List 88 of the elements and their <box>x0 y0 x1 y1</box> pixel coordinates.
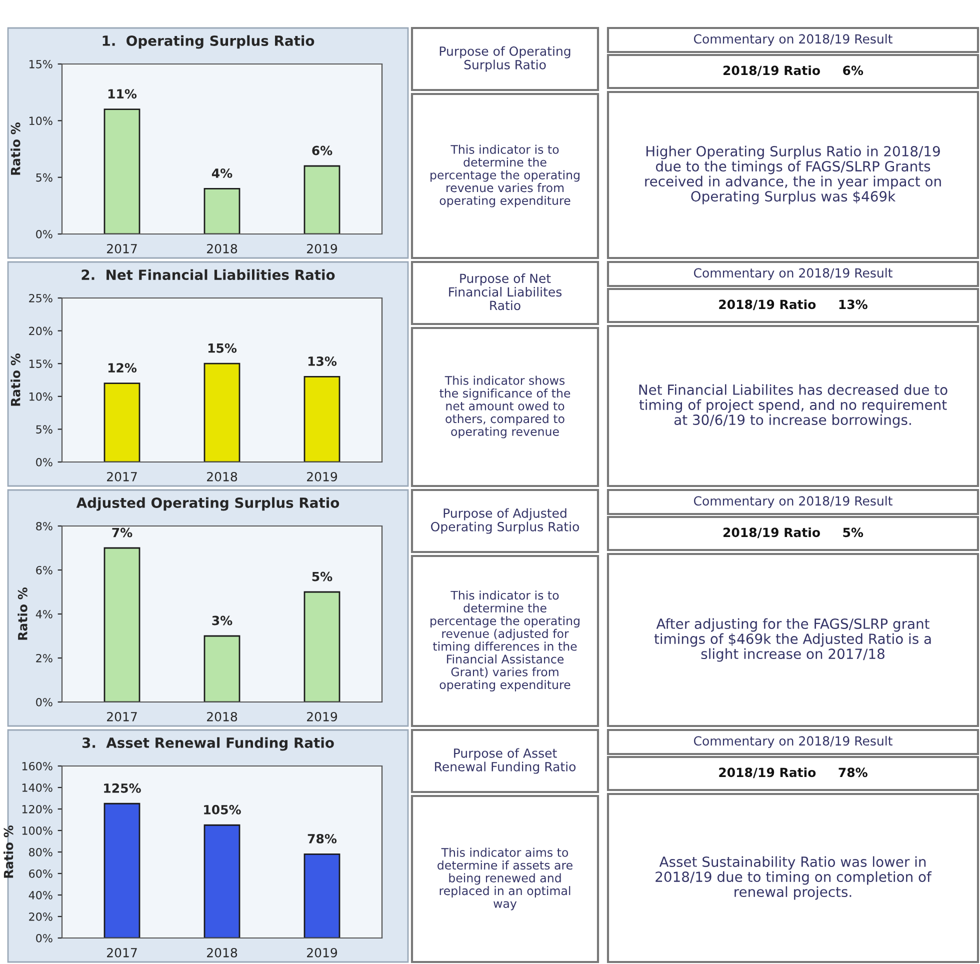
y-tick-label: 0% <box>36 458 52 466</box>
y-tick-label: 0% <box>36 698 52 706</box>
data-label: 15% <box>208 343 237 353</box>
data-label: 125% <box>104 783 141 793</box>
data-label: 105% <box>204 804 241 814</box>
data-label: 4% <box>212 168 232 178</box>
y-tick-label: 40% <box>28 890 52 900</box>
y-tick-label: 80% <box>29 848 52 856</box>
data-label: 5% <box>312 572 332 582</box>
y-axis-title: Ratio % <box>10 122 20 175</box>
x-tick-label: 2019 <box>307 712 338 722</box>
x-tick-label: 2017 <box>107 244 137 254</box>
x-tick-label: 2019 <box>307 244 338 254</box>
x-tick-label: 2017 <box>107 948 137 958</box>
text: Purpose of Operating Surplus Ratio <box>440 46 570 72</box>
data-label: 12% <box>108 363 137 373</box>
x-tick-label: 2018 <box>207 244 238 254</box>
y-tick-label: 140% <box>22 783 52 792</box>
y-tick-label: 20% <box>29 326 52 336</box>
text: Commentary on 2018/19 Result <box>694 268 892 280</box>
text: Commentary on 2018/19 Result <box>694 496 892 508</box>
text: Purpose of Adjusted Operating Surplus Ratio <box>431 508 579 534</box>
x-tick-label: 2019 <box>307 472 338 482</box>
x-tick-label: 2019 <box>307 948 338 958</box>
text: After adjusting for the FAGS/SLRP grant timings of $469k the Adjusted Ratio is a slight increase on 2017/18 <box>654 618 931 662</box>
bar <box>104 382 140 462</box>
text: 2018/19 Ratio 78% <box>719 767 868 778</box>
y-tick-label: 60% <box>29 869 52 878</box>
y-tick-label: 25% <box>29 294 52 302</box>
y-tick-label: 4% <box>36 610 52 618</box>
text: Commentary on 2018/19 Result <box>694 34 892 46</box>
y-tick-label: 0% <box>36 230 52 238</box>
y-tick-label: 15% <box>29 60 52 68</box>
bar <box>204 362 240 462</box>
chart-title: 2. Net Financial Liabilities Ratio <box>82 269 335 280</box>
y-tick-label: 160% <box>22 762 52 770</box>
data-label: 11% <box>108 89 137 99</box>
x-tick-label: 2018 <box>207 712 238 722</box>
bar <box>204 188 240 234</box>
text: 2018/19 Ratio 13% <box>719 299 868 310</box>
y-tick-label: 8% <box>36 522 52 530</box>
x-tick-label: 2018 <box>207 472 238 482</box>
text: Purpose of Asset Renewal Funding Ratio <box>435 748 576 774</box>
y-tick-label: 10% <box>29 116 52 126</box>
x-tick-label: 2018 <box>207 948 238 958</box>
y-tick-label: 2% <box>36 654 52 662</box>
data-label: 6% <box>312 146 332 156</box>
bar <box>104 547 140 702</box>
bar <box>304 376 340 462</box>
y-tick-label: 0% <box>36 934 52 942</box>
text: 2018/19 Ratio 6% <box>723 65 864 76</box>
bar <box>204 824 240 938</box>
text: Asset Sustainability Ratio was lower in 2018/19 due to timing on completion of renewal projects. <box>656 856 932 900</box>
data-label: 13% <box>308 356 337 366</box>
y-tick-label: 6% <box>36 566 52 574</box>
text: Net Financial Liabilites has decreased due to timing of project spend, and no requirement at 30/6/19 to increase borrowings. <box>639 384 948 428</box>
y-axis-title: Ratio % <box>18 588 28 640</box>
text: This indicator shows the significance of the net amount owed to others, compared to operating revenue <box>440 376 570 438</box>
x-tick-label: 2017 <box>107 472 137 482</box>
bar <box>304 165 340 234</box>
text: Commentary on 2018/19 Result <box>694 736 892 748</box>
y-axis-title: Ratio % <box>10 354 20 406</box>
data-label: 7% <box>112 528 132 538</box>
bar <box>304 853 340 938</box>
text: This indicator is to determine the percentage the operating revenue varies from operating expenditure <box>430 144 580 208</box>
y-tick-label: 5% <box>36 173 52 182</box>
y-axis-title: Ratio % <box>4 826 14 878</box>
y-tick-label: 20% <box>29 912 52 921</box>
y-tick-label: 5% <box>36 425 52 434</box>
bar <box>104 802 140 938</box>
y-tick-label: 120% <box>22 804 52 814</box>
text: Higher Operating Surplus Ratio in 2018/19 due to the timings of FAGS/SLRP Grants received in advance, the in year impact on Operating Surplus was $469k <box>645 146 941 204</box>
bar <box>104 108 140 234</box>
text: 2018/19 Ratio 5% <box>723 527 864 538</box>
bar <box>204 635 240 702</box>
bar <box>304 591 340 702</box>
x-tick-label: 2017 <box>107 712 137 722</box>
chart-title: Adjusted Operating Surplus Ratio <box>76 497 340 511</box>
text: Purpose of Net Financial Liabilites Ratio <box>449 273 562 310</box>
text: This indicator is to determine the percentage the operating revenue (adjusted for timing differences in the Financial Assistance Grant) varies from operating expenditure <box>430 590 580 692</box>
y-tick-label: 100% <box>22 826 52 835</box>
y-tick-label: 10% <box>29 392 52 401</box>
y-tick-label: 15% <box>29 360 52 368</box>
data-label: 78% <box>308 834 337 844</box>
data-label: 3% <box>212 616 232 626</box>
text: This indicator aims to determine if assets are being renewed and replaced in an optimal way <box>438 848 572 910</box>
chart-title: 3. Asset Renewal Funding Ratio <box>82 737 334 751</box>
chart-title: 1. Operating Surplus Ratio <box>102 35 314 49</box>
